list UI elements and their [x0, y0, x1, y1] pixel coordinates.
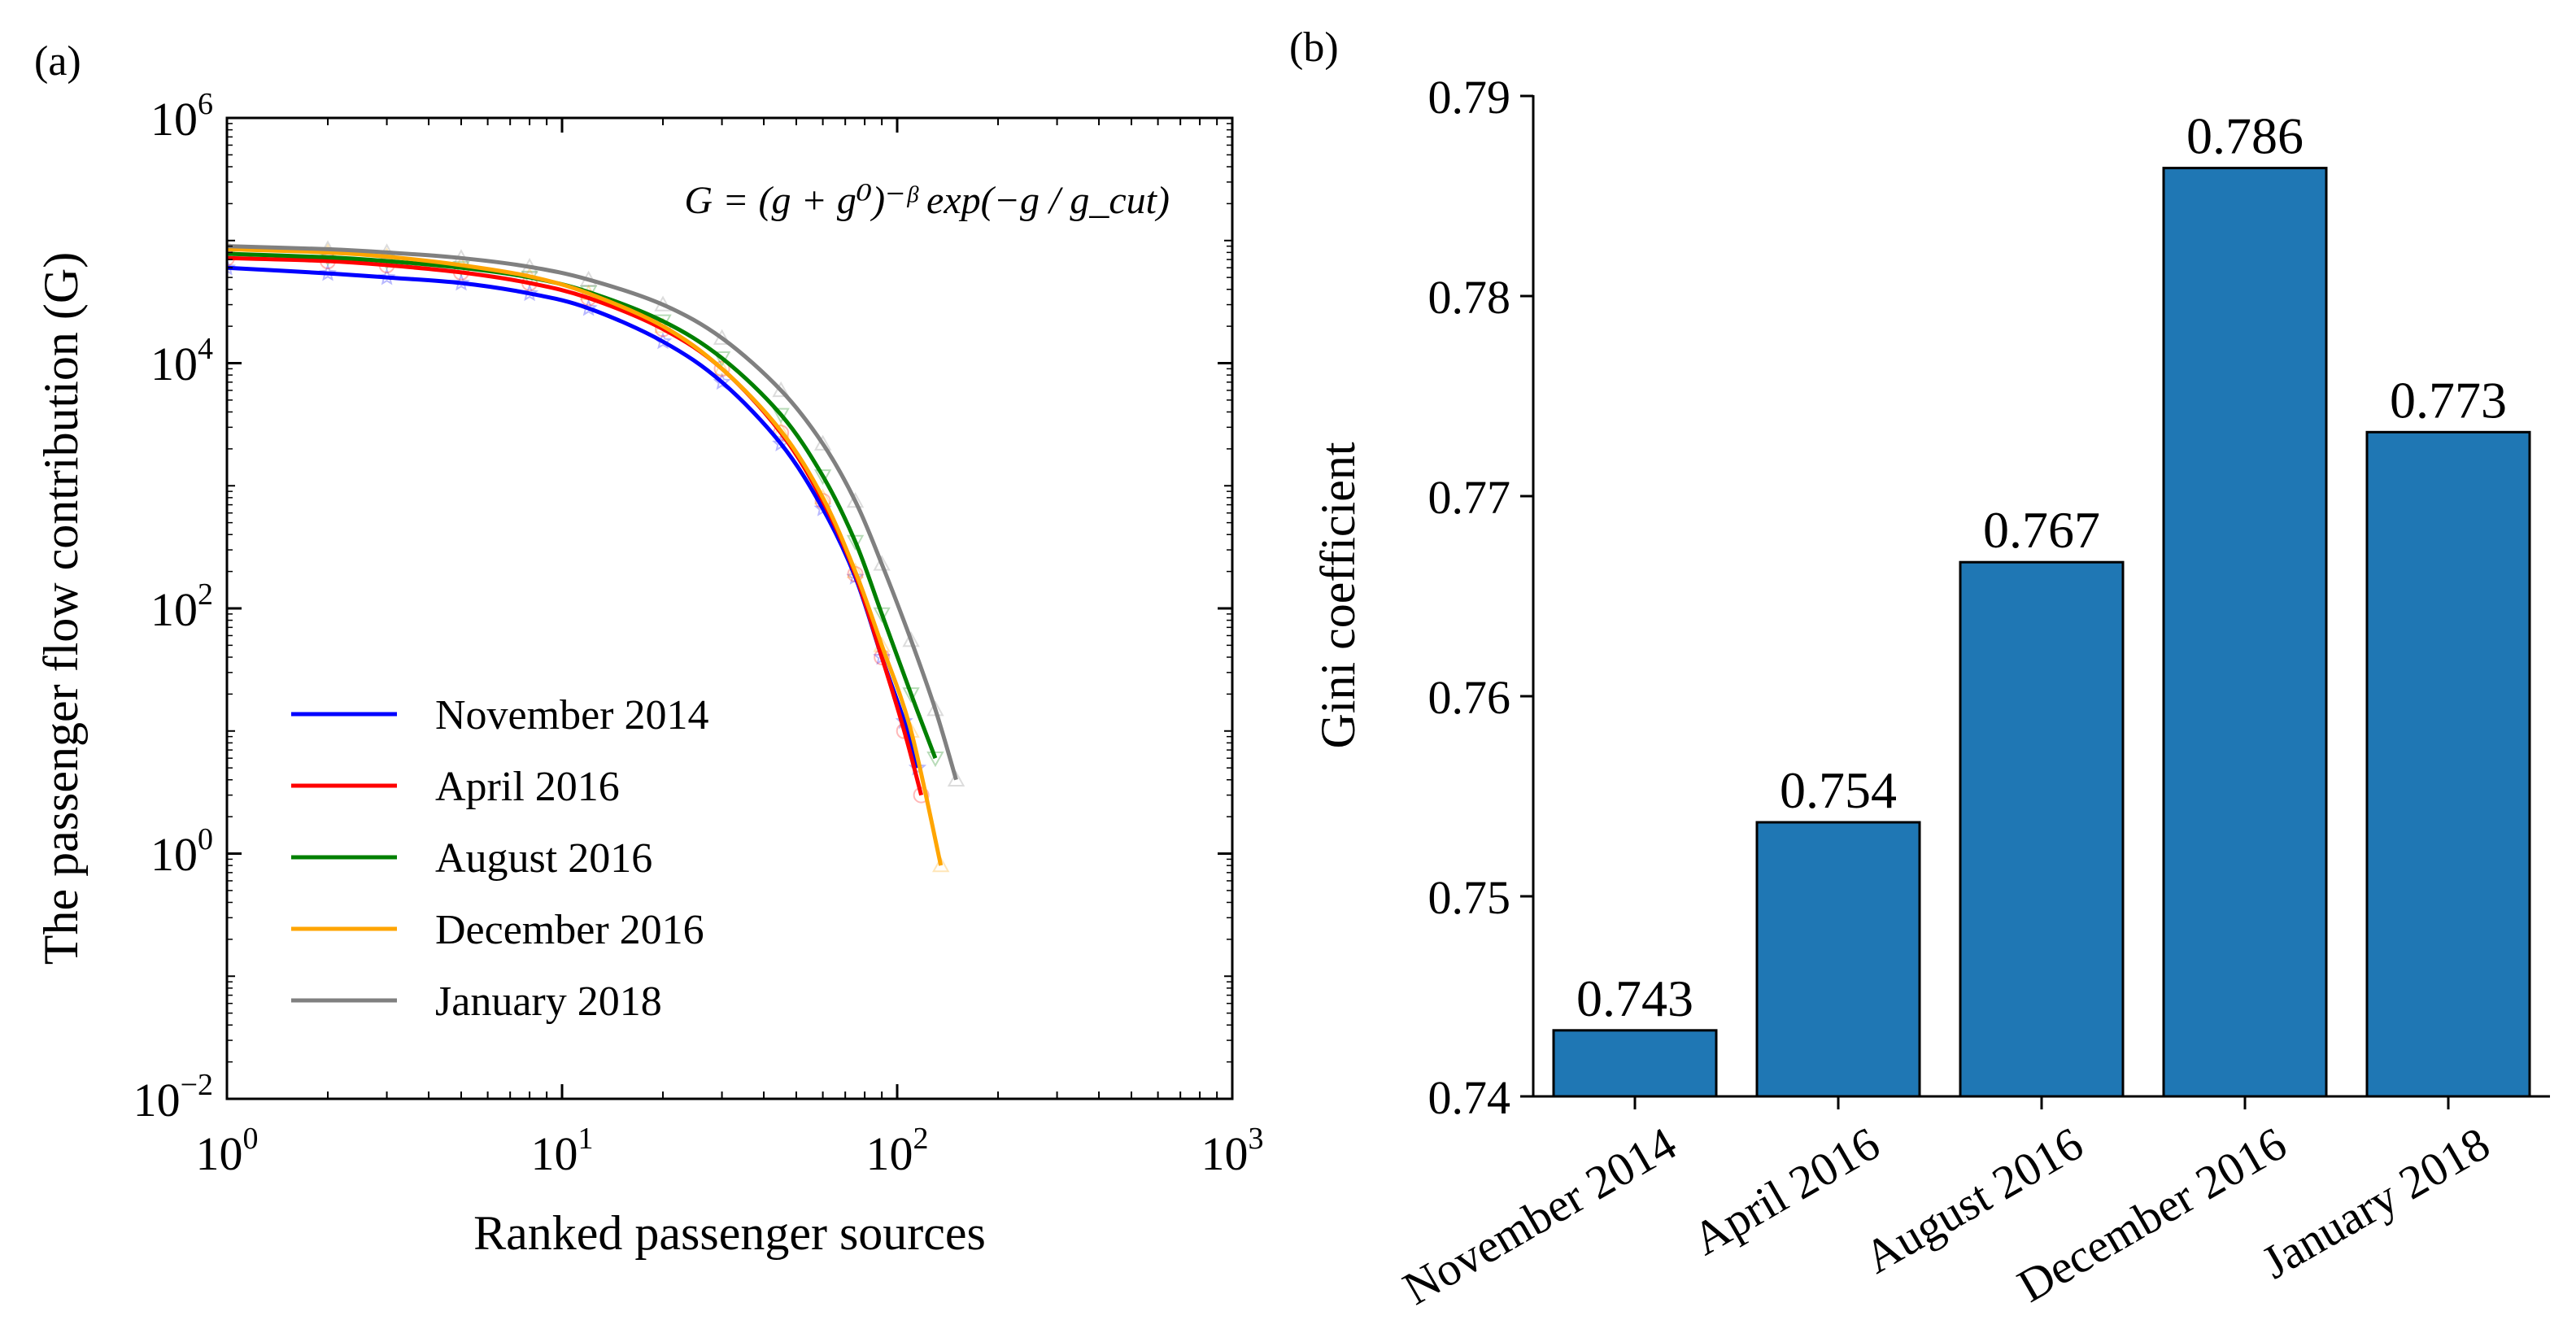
- data-point-december-2016: [931, 856, 950, 873]
- data-point-november-2014: [319, 264, 338, 281]
- data-point-january-2018: [873, 555, 891, 571]
- data-point-january-2018: [813, 434, 832, 451]
- panel-a-label: (a): [34, 38, 81, 85]
- y-tick-label-0.01: 10−2: [133, 1068, 213, 1126]
- y-tick-label: 0.79: [1428, 71, 1511, 124]
- panel-a-y-axis-title: The passenger flow contribution (G): [34, 252, 88, 965]
- data-point-november-2014: [227, 258, 237, 276]
- panel-a-plot-frame: [225, 116, 1234, 1100]
- x-category-label-january-2018: January 2018: [2253, 1117, 2499, 1289]
- panel-a-formula-annotation: G = (g + g⁰)⁻ᵝ exp(−g / g_cut): [684, 179, 1170, 222]
- panel-a-loglog-chart: (a) G = (g + g⁰)⁻ᵝ exp(−g / g_cut) 100 1…: [34, 38, 1264, 1260]
- y-tick-label: 0.75: [1428, 871, 1511, 924]
- x-tick-label-1000: 103: [1201, 1122, 1264, 1180]
- series-line-january-2018: [227, 244, 958, 781]
- data-point-august-2016: [813, 469, 832, 486]
- y-tick-label: 0.77: [1428, 471, 1511, 524]
- panel-b-labels: 0.74 0.75 0.76 0.77 0.78 0.79 0.743 November 20…: [1394, 71, 2507, 1315]
- y-tick-label: 0.74: [1428, 1071, 1511, 1124]
- data-point-august-2016: [926, 751, 944, 768]
- bar-value-label-april-2016: 0.754: [1780, 761, 1897, 819]
- panel-b-bars: [1552, 167, 2531, 1098]
- panel-b-y-axis-title: Gini coefficient: [1311, 442, 1365, 748]
- panel-b-ticks: [1520, 94, 2450, 1109]
- series-line-december-2016: [227, 246, 944, 866]
- panel-a-series-layer: [227, 237, 965, 873]
- x-tick-label-10: 101: [531, 1122, 594, 1180]
- x-tick-label-1: 100: [196, 1122, 259, 1180]
- data-point-january-2018: [846, 492, 865, 508]
- panel-a-x-axis-title: Ranked passenger sources: [473, 1206, 986, 1260]
- y-tick-label-10000: 104: [150, 332, 213, 390]
- bar-january-2018: [2365, 430, 2531, 1098]
- panel-b-label: (b): [1289, 24, 1339, 71]
- data-point-january-2018: [902, 631, 920, 647]
- panel-a-legend: November 2014 April 2016 August 2016 Dec…: [291, 692, 708, 1025]
- data-point-april-2016: [713, 360, 730, 377]
- legend-label-november-2014: November 2014: [435, 692, 708, 739]
- x-category-label-november-2014: November 2014: [1394, 1117, 1685, 1315]
- bar-november-2014: [1552, 1029, 1718, 1098]
- bar-december-2016: [2162, 167, 2328, 1098]
- data-point-january-2018: [772, 381, 790, 398]
- data-point-august-2016: [846, 534, 865, 551]
- panel-b-bar-chart: (b) 0.74 0.75 0.76 0.77 0.78 0.79 0.743 Novembe…: [1289, 24, 2550, 1315]
- legend-label-january-2018: January 2018: [435, 978, 662, 1025]
- data-point-august-2016: [772, 407, 790, 424]
- legend-label-april-2016: April 2016: [435, 764, 620, 810]
- x-tick-label-100: 102: [866, 1122, 929, 1180]
- bar-value-label-december-2016: 0.786: [2186, 107, 2304, 165]
- y-tick-label: 0.76: [1428, 671, 1511, 724]
- bar-value-label-november-2014: 0.743: [1576, 970, 1693, 1027]
- legend-label-august-2016: August 2016: [435, 835, 652, 882]
- bar-august-2016: [1959, 560, 2125, 1098]
- y-tick-label-1: 100: [150, 822, 213, 881]
- y-tick-label: 0.78: [1428, 271, 1511, 324]
- y-tick-label-1000000: 106: [150, 87, 213, 146]
- y-tick-label-100: 102: [150, 577, 213, 636]
- data-point-january-2018: [947, 770, 965, 787]
- legend-label-december-2016: December 2016: [435, 907, 704, 953]
- bar-value-label-january-2018: 0.773: [2390, 371, 2507, 429]
- series-line-august-2016: [227, 251, 938, 760]
- bar-april-2016: [1755, 821, 1921, 1098]
- bar-value-label-august-2016: 0.767: [1983, 501, 2100, 559]
